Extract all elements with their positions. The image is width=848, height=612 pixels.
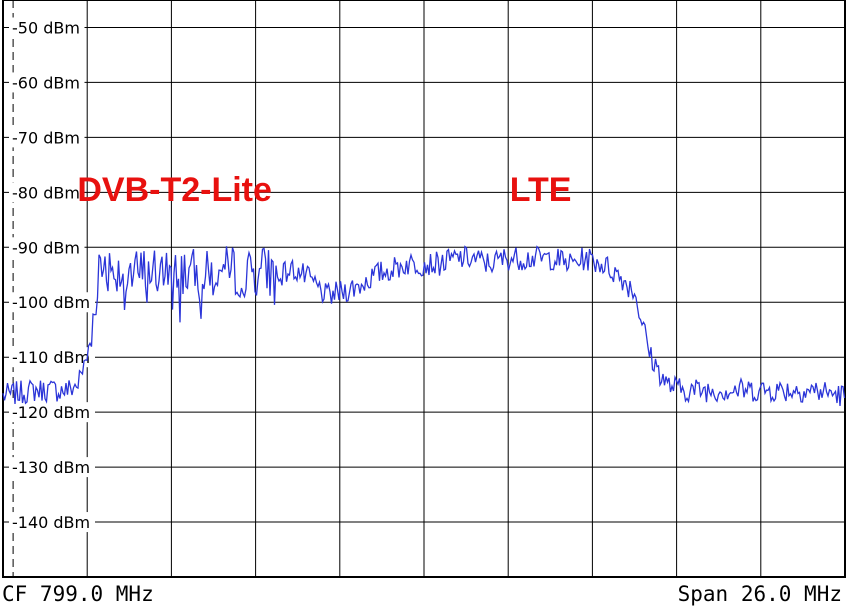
y-tick-label: -120 dBm bbox=[12, 403, 90, 422]
y-tick-label-bg bbox=[9, 72, 85, 93]
y-tick-labels: -50 dBm -60 dBm -70 dBm -80 dBm -90 dBm -100 … bbox=[9, 17, 95, 533]
band-annotation: LTE bbox=[510, 171, 572, 209]
center-frequency-label: CF 799.0 MHz bbox=[2, 582, 154, 606]
y-tick-label-bg bbox=[9, 402, 95, 423]
trace bbox=[2, 245, 846, 406]
y-tick-label-bg bbox=[9, 237, 85, 258]
span-label: Span 26.0 MHz bbox=[677, 582, 842, 606]
band-annotation: DVB-T2-Lite bbox=[77, 171, 272, 209]
y-tick-label: -70 dBm bbox=[12, 128, 80, 147]
y-tick-label: -110 dBm bbox=[12, 348, 90, 367]
y-tick-label: -80 dBm bbox=[12, 183, 80, 202]
y-tick-label-bg bbox=[9, 292, 95, 313]
y-tick-label-bg bbox=[9, 457, 95, 478]
spectrum-plot: -50 dBm -60 dBm -70 dBm -80 dBm -90 dBm -100 … bbox=[2, 0, 846, 578]
annotations: DVB-T2-Lite LTE bbox=[77, 171, 571, 209]
y-tick-label-bg bbox=[9, 17, 85, 38]
y-tick-label: -130 dBm bbox=[12, 458, 90, 477]
y-tick-label-bg bbox=[9, 512, 95, 533]
y-tick-label: -60 dBm bbox=[12, 73, 80, 92]
y-tick-label: -90 dBm bbox=[12, 238, 80, 257]
y-tick-label-bg bbox=[9, 347, 95, 368]
y-tick-label-bg bbox=[9, 127, 85, 148]
y-tick-label: -100 dBm bbox=[12, 293, 90, 312]
spectrum-trace bbox=[2, 245, 846, 406]
y-tick-label: -140 dBm bbox=[12, 513, 90, 532]
y-tick-label: -50 dBm bbox=[12, 18, 80, 37]
y-tick-label-bg bbox=[9, 182, 85, 203]
